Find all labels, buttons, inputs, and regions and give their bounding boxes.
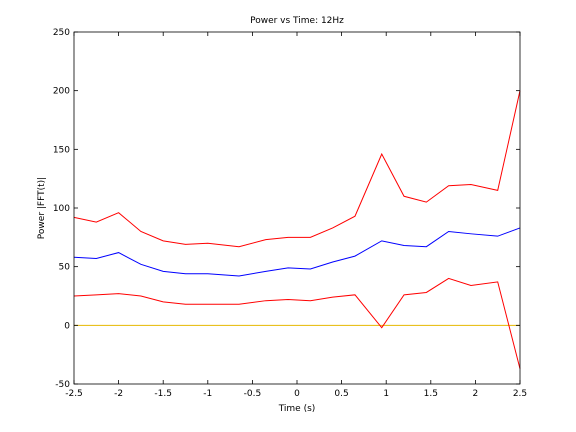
x-tick-label: 0.5 — [334, 389, 348, 399]
series-line-upper — [74, 91, 520, 247]
y-axis: -50 0 50 100 150 200 250 — [53, 28, 520, 390]
x-tick-label: 1 — [383, 389, 389, 399]
y-tick-label: -50 — [55, 380, 70, 390]
x-tick-label: -1.5 — [154, 389, 172, 399]
y-tick-label: 0 — [64, 321, 70, 331]
chart-title: Power vs Time: 12Hz — [250, 16, 344, 26]
x-axis-label: Time (s) — [278, 404, 316, 414]
y-tick-label: 150 — [53, 145, 70, 155]
series-line-mean — [74, 228, 520, 276]
x-tick-label: -2.5 — [65, 389, 83, 399]
plot-lines — [74, 91, 520, 369]
series-line-lower — [74, 278, 520, 368]
x-axis: -2.5 -2 -1.5 -1 -0.5 0 0.5 1 1.5 2 2.5 — [65, 32, 527, 399]
y-tick-label: 200 — [53, 87, 70, 97]
x-tick-label: 0 — [294, 389, 300, 399]
x-tick-label: 2.5 — [513, 389, 527, 399]
x-tick-label: 2 — [473, 389, 479, 399]
x-tick-label: 1.5 — [424, 389, 438, 399]
axes-box — [74, 32, 520, 384]
x-tick-label: -1 — [203, 389, 212, 399]
x-tick-label: -0.5 — [244, 389, 262, 399]
x-tick-label: -2 — [114, 389, 123, 399]
y-axis-label: Power |FFT(t)| — [37, 177, 47, 239]
y-tick-label: 100 — [53, 204, 70, 214]
y-tick-label: 50 — [59, 263, 71, 273]
y-tick-label: 250 — [53, 28, 70, 38]
